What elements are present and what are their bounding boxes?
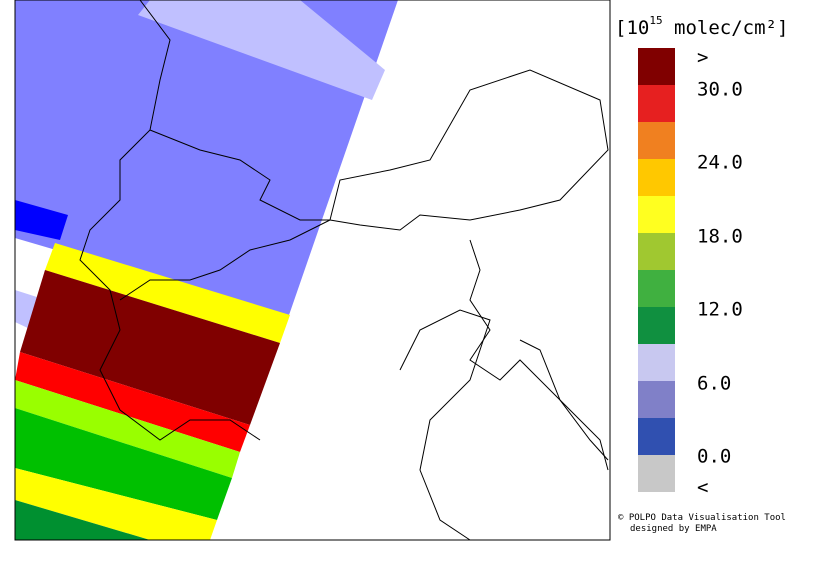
swath-stripe [138,0,385,100]
colorbar [638,48,675,492]
colorbar-segment [638,307,675,344]
colorbar-label: 24.0 [697,152,743,174]
colorbar-segment [638,381,675,418]
colorbar-segment [638,48,675,85]
swath-pixel [15,200,68,240]
map-frame [14,0,611,541]
colorbar-label: 0.0 [697,446,731,468]
colorbar-segment [638,270,675,307]
colorbar-segment [638,418,675,455]
colorbar-segment [638,455,675,492]
country-border [469,239,609,471]
colorbar-segment [638,344,675,381]
colorbar-segment [638,122,675,159]
unit-prefix: [10 [615,17,649,39]
colorbar-label: 30.0 [697,79,743,101]
colorbar-label: 6.0 [697,373,731,395]
coastline [399,309,491,541]
band [15,468,217,540]
credit: designed by EMPA [630,524,717,534]
country-border [149,69,609,231]
band [20,270,280,425]
unit-exponent: 15 [649,14,662,27]
colorbar-label: 12.0 [697,299,743,321]
credit: © POLPO Data Visualisation Tool [618,513,786,523]
band [15,408,232,520]
map [14,0,611,541]
colorbar-segment [638,85,675,122]
band [15,500,150,540]
swath [15,0,398,318]
band [15,352,250,452]
colorbar-segment [638,196,675,233]
colorbar-label: 18.0 [697,226,743,248]
legend-unit: [1015 molec/cm²] [615,14,788,39]
band [15,380,240,478]
country-border [79,0,261,441]
colorbar-label: < [697,477,708,499]
coastline [519,339,609,461]
colorbar-segment [638,159,675,196]
colorbar-segment [638,233,675,270]
unit-suffix: molec/cm²] [663,17,789,39]
colorbar-label: > [697,47,708,69]
country-border [119,219,331,301]
band [45,243,290,343]
